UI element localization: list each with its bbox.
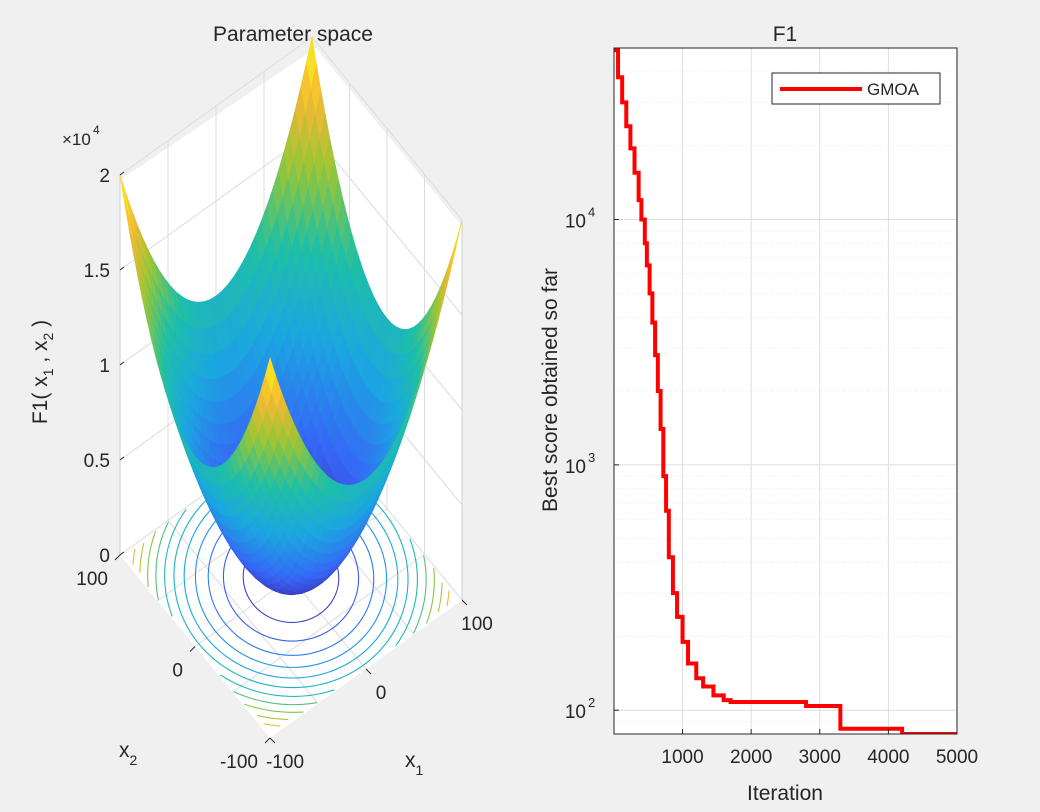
- legend[interactable]: GMOA: [771, 72, 941, 105]
- z-tick-label: 1.5: [84, 261, 110, 282]
- surface-plot-title: Parameter space: [213, 23, 373, 46]
- z-tick: [119, 456, 125, 461]
- x-tick-label: 3000: [799, 747, 841, 768]
- x1-tick-label: 100: [461, 614, 493, 635]
- x1-tick: [269, 737, 276, 744]
- x1-tick: [365, 668, 372, 675]
- y-tick-label: 10: [565, 702, 586, 723]
- z-tick: [119, 171, 125, 176]
- x2-tick-label: 0: [172, 661, 183, 682]
- convergence-x-axis-label: Iteration: [747, 782, 823, 805]
- svg-text:4: 4: [93, 123, 100, 137]
- y-tick-exponent: 2: [588, 695, 595, 710]
- z-tick: [119, 266, 125, 271]
- z-tick-label: 0: [99, 546, 110, 567]
- z-tick-label: 1: [99, 356, 110, 377]
- surface-z-axis-label: F1( x1 , x2 ): [29, 320, 56, 424]
- convergence-y-axis-label: Best score obtained so far: [539, 268, 562, 512]
- z-tick-label: 2: [99, 166, 110, 187]
- x2-tick: [114, 554, 121, 561]
- x1-tick-label: -100: [266, 752, 304, 773]
- surface-mesh: [119, 36, 463, 596]
- x-tick-label: 1000: [661, 747, 703, 768]
- x-tick-label: 5000: [936, 747, 978, 768]
- y-tick-exponent: 3: [588, 450, 595, 465]
- x2-tick-label: 100: [76, 569, 108, 590]
- surface-face: [265, 356, 276, 394]
- x1-tick: [461, 599, 468, 606]
- x-tick-label: 2000: [730, 747, 772, 768]
- z-tick-label: 0.5: [84, 451, 110, 472]
- x2-tick: [189, 646, 196, 652]
- x-tick-label: 4000: [867, 747, 909, 768]
- convergence-title: F1: [773, 23, 798, 46]
- convergence-axes-box: [613, 47, 958, 735]
- y-tick-label: 10: [565, 212, 586, 233]
- z-tick: [119, 361, 125, 366]
- surface-x1-axis-label: x1: [405, 749, 424, 778]
- x2-tick-label: -100: [220, 752, 258, 773]
- y-tick-label: 10: [565, 457, 586, 478]
- surface-z-exponent: ×10 4: [62, 123, 100, 149]
- x2-tick: [264, 737, 271, 744]
- gmoa-series-line: [614, 48, 957, 734]
- svg-text:×10: ×10: [62, 130, 91, 149]
- x1-tick-label: 0: [376, 683, 387, 704]
- legend-gmoa-label: GMOA: [867, 80, 920, 99]
- z-tick: [119, 551, 125, 556]
- surface-x2-axis-label: x2: [119, 739, 138, 768]
- y-tick-exponent: 4: [588, 205, 595, 220]
